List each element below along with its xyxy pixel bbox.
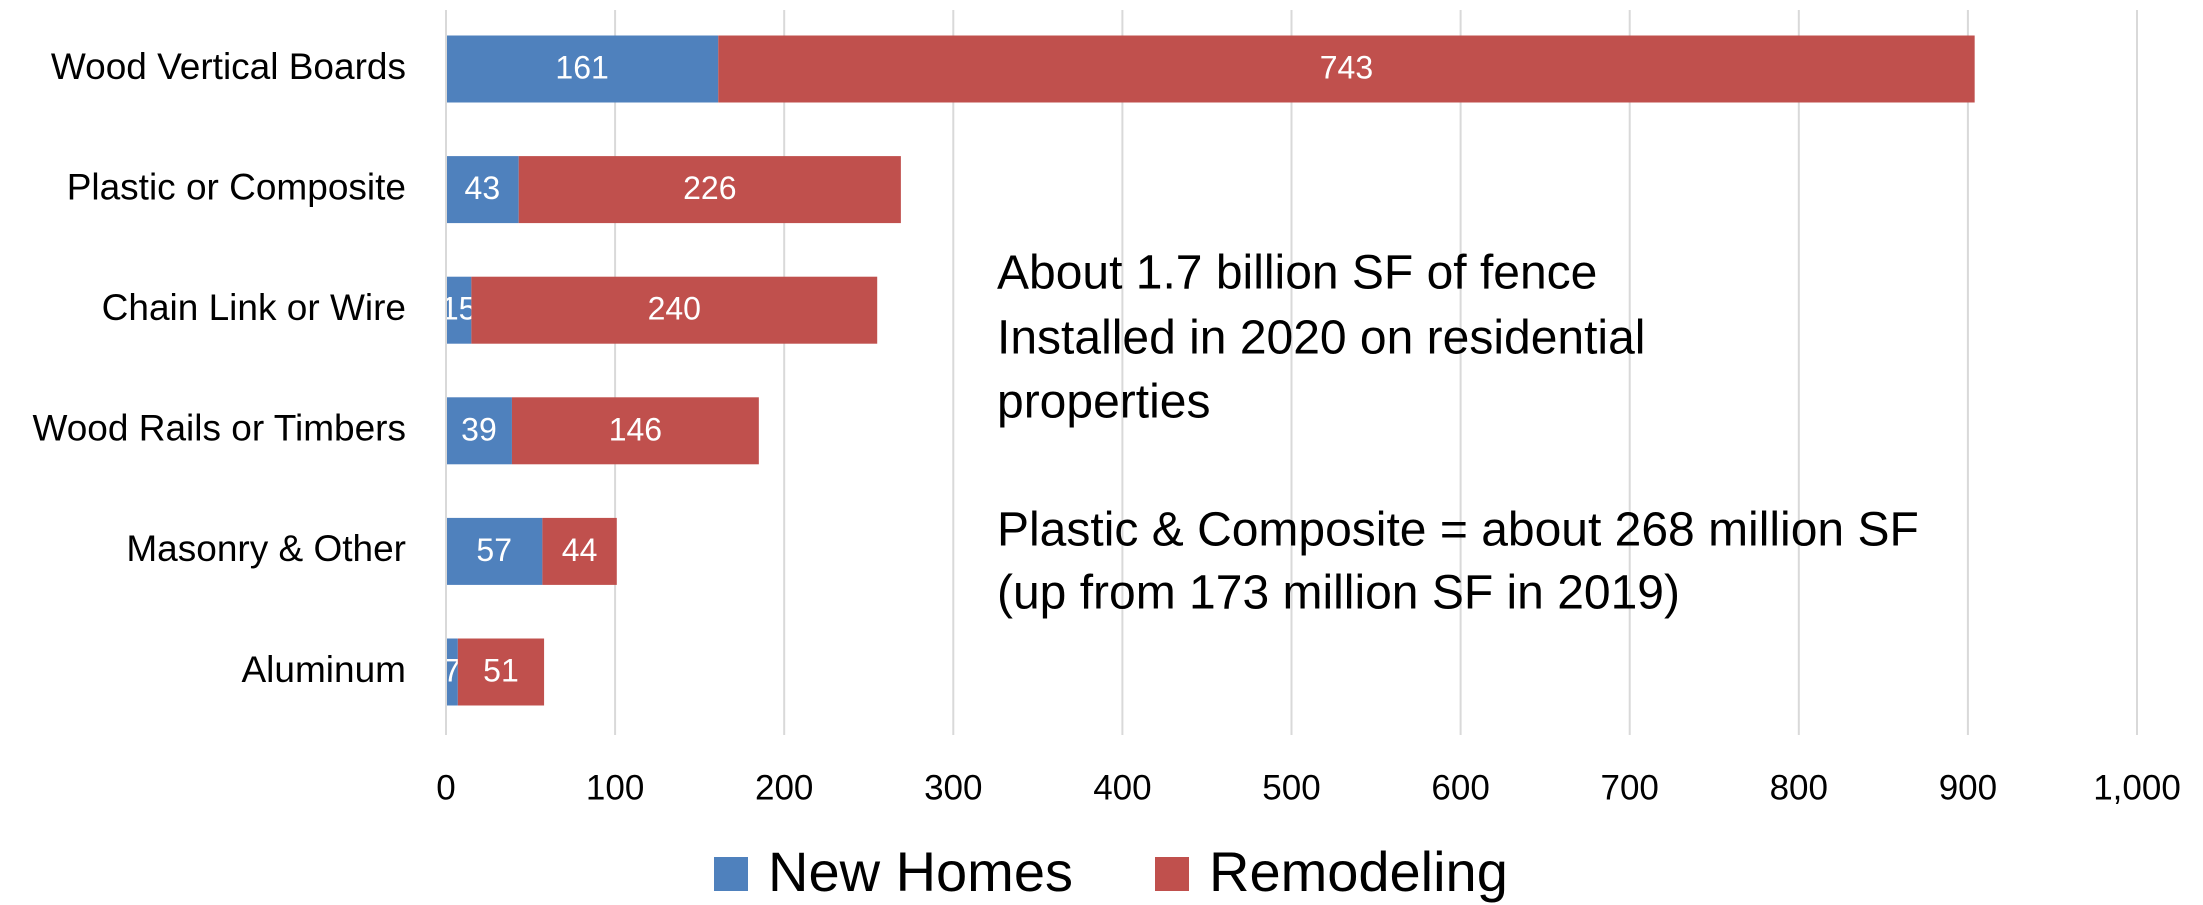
annotation: About 1.7 billion SF of fence: [997, 247, 1597, 300]
x-tick-label: 300: [924, 768, 982, 807]
x-tick-label: 700: [1600, 768, 1658, 807]
data-label: 743: [1320, 49, 1373, 85]
data-label: 226: [683, 170, 736, 206]
x-tick-label: 1,000: [2093, 768, 2181, 807]
data-label: 44: [562, 532, 598, 568]
annotation: Installed in 2020 on residential: [997, 312, 1645, 365]
x-tick-label: 800: [1770, 768, 1828, 807]
legend-label: New Homes: [768, 840, 1073, 903]
data-label: 240: [648, 291, 701, 327]
data-label: 146: [609, 411, 662, 447]
bar-segment: [471, 276, 878, 344]
bar-segment: [446, 156, 519, 224]
category-label: Plastic or Composite: [67, 166, 406, 207]
annotation: Plastic & Composite = about 268 million …: [997, 504, 1919, 557]
x-tick-label: 100: [586, 768, 644, 807]
x-tick-label: 500: [1262, 768, 1320, 807]
legend-swatch: [1155, 857, 1189, 891]
x-tick-label: 400: [1093, 768, 1151, 807]
bar-segment: [718, 35, 1975, 103]
category-label: Masonry & Other: [126, 528, 406, 569]
data-label: 7: [443, 652, 461, 688]
bar-segment: [446, 638, 458, 706]
bar-segment: [446, 35, 719, 103]
category-label: Aluminum: [242, 649, 407, 690]
x-tick-label: 900: [1939, 768, 1997, 807]
data-label: 43: [465, 170, 501, 206]
category-label: Wood Rails or Timbers: [32, 408, 406, 449]
annotation: (up from 173 million SF in 2019): [997, 567, 1680, 620]
bar-segment: [518, 156, 901, 224]
legend-label: Remodeling: [1209, 840, 1508, 903]
data-label: 51: [483, 652, 519, 688]
bar-segment: [446, 517, 543, 585]
bar-segment: [446, 397, 512, 465]
data-label: 39: [461, 411, 497, 447]
x-tick-label: 600: [1431, 768, 1489, 807]
x-tick-label: 0: [436, 768, 455, 807]
bar-segment: [446, 276, 472, 344]
x-tick-label: 200: [755, 768, 813, 807]
annotation: properties: [997, 376, 1210, 429]
data-label: 161: [555, 49, 608, 85]
bar-segment: [457, 638, 545, 706]
bar-segment: [511, 397, 759, 465]
bar-segment: [542, 517, 617, 585]
data-label: 57: [476, 532, 512, 568]
category-label: Wood Vertical Boards: [51, 46, 406, 87]
category-label: Chain Link or Wire: [102, 287, 406, 328]
legend-swatch: [714, 857, 748, 891]
